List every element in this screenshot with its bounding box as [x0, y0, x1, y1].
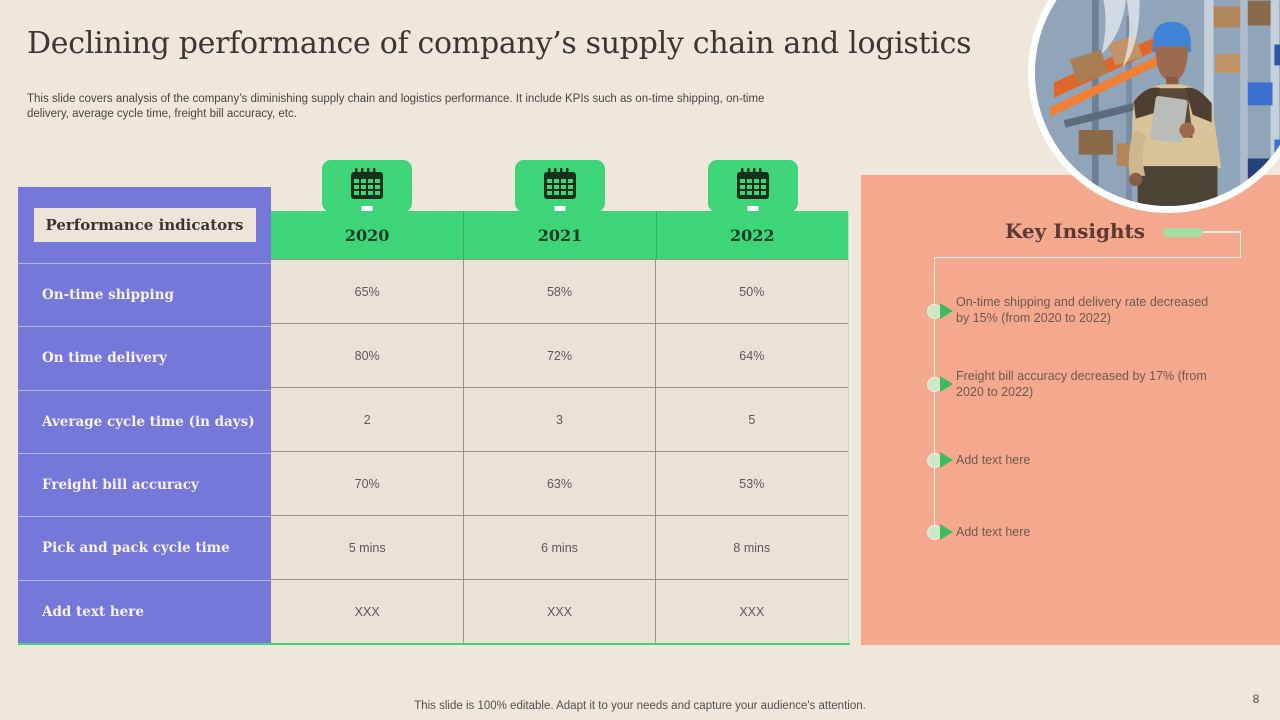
insights-title: Key Insights [1004, 219, 1145, 243]
insights-panel [861, 175, 1280, 645]
calendar-badge-2020 [322, 160, 412, 217]
calendar-icon [543, 167, 577, 205]
calendar-badge-2021 [515, 160, 605, 217]
table-cell: 80% [271, 323, 464, 387]
table-cell: 72% [463, 323, 656, 387]
insights-accent-pill [1163, 228, 1203, 237]
table-cell: 5 [655, 387, 848, 451]
indicator-label: Freight bill accuracy [18, 452, 271, 516]
insight-item: On-time shipping and delivery rate decre… [956, 295, 1209, 325]
table-cell: 3 [463, 387, 656, 451]
arrow-bullet-icon [927, 452, 953, 468]
indicator-column: Performance indicators On-time shipping … [18, 187, 271, 643]
table-cell: 64% [655, 323, 848, 387]
page-number: 8 [1252, 692, 1260, 706]
calendar-badge-2022 [708, 160, 798, 217]
arrow-bullet-icon [927, 303, 953, 319]
kpi-table: 2020 2021 2022 65% 58% 50% 80% 72% 64% 2… [271, 211, 849, 643]
connector-line [1239, 231, 1241, 258]
table-cell: 63% [463, 451, 656, 515]
connector-line [933, 257, 935, 532]
indicator-label: Average cycle time (in days) [18, 389, 271, 453]
insight-item: Add text here [956, 525, 1031, 539]
year-header: 2020 [271, 211, 464, 259]
table-cell: 6 mins [463, 515, 656, 579]
table-cell: 58% [463, 259, 656, 323]
calendar-icon [350, 167, 384, 205]
slide-description: This slide covers analysis of the compan… [27, 93, 765, 120]
indicator-label: On time delivery [18, 326, 271, 389]
year-header: 2022 [655, 211, 848, 259]
insight-item: Freight bill accuracy decreased by 17% (… [956, 369, 1207, 399]
indicator-header-label: Performance indicators [33, 208, 256, 242]
arrow-bullet-icon [927, 376, 953, 392]
table-cell: 50% [655, 259, 848, 323]
table-cell: XXX [271, 579, 464, 643]
indicator-label: Pick and pack cycle time [18, 516, 271, 579]
table-cell: 65% [271, 259, 464, 323]
arrow-bullet-icon [927, 524, 953, 540]
indicator-header: Performance indicators [18, 187, 271, 263]
table-cell: 8 mins [655, 515, 848, 579]
year-header: 2021 [463, 211, 656, 259]
page-title: Declining performance of company’s suppl… [27, 26, 972, 61]
table-cell: XXX [655, 579, 848, 643]
indicator-label: Add text here [18, 579, 271, 643]
table-cell: 5 mins [271, 515, 464, 579]
warehouse-worker-photo [1028, 0, 1280, 213]
calendar-icon [736, 167, 770, 205]
table-bottom-accent [18, 643, 850, 645]
insight-item: Add text here [956, 453, 1031, 467]
connector-line [934, 256, 1241, 258]
indicator-label: On-time shipping [18, 263, 271, 326]
table-cell: 53% [655, 451, 848, 515]
footer-note: This slide is 100% editable. Adapt it to… [414, 700, 866, 712]
table-cell: 2 [271, 387, 464, 451]
connector-line [1203, 231, 1241, 233]
table-cell: XXX [463, 579, 656, 643]
table-cell: 70% [271, 451, 464, 515]
